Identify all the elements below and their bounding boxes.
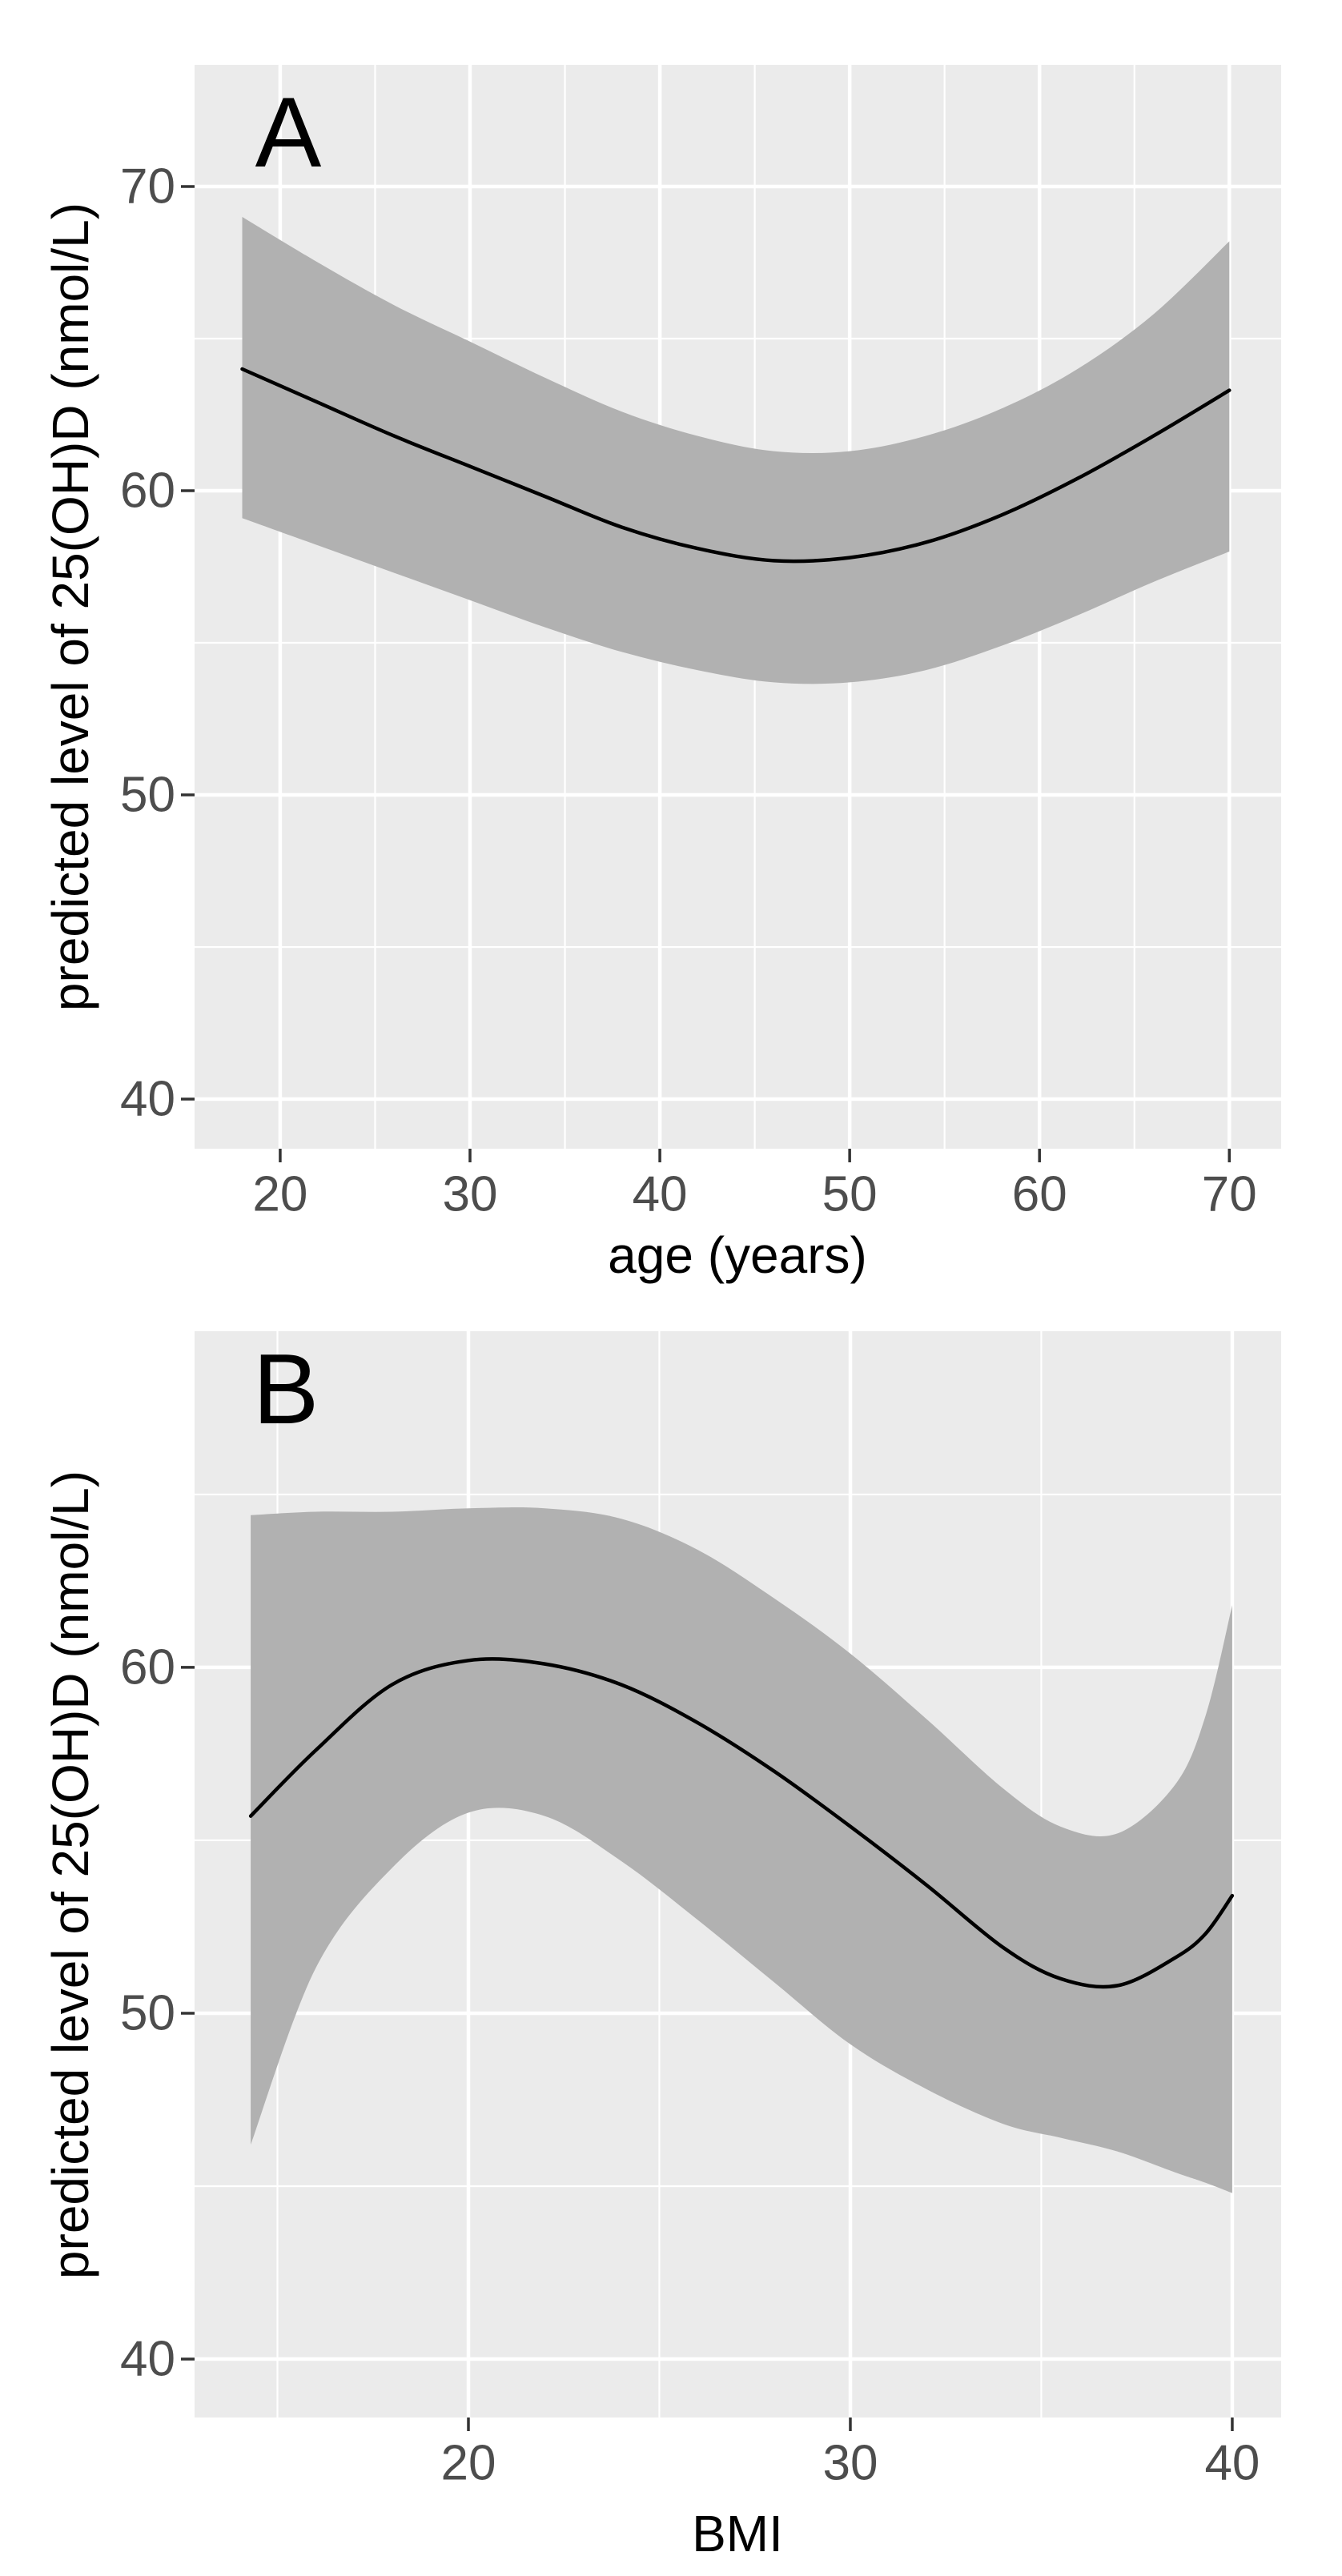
x-tick-label: 30 — [822, 2436, 878, 2491]
panel-b-confidence-ribbon — [251, 1507, 1232, 2193]
x-tick-label: 40 — [1204, 2436, 1260, 2491]
y-tick-label: 60 — [120, 463, 175, 519]
x-tick-label: 60 — [1012, 1167, 1067, 1222]
panel-b: 20 30 40 40 50 60 B BMI predicted level of 25… — [42, 1331, 1281, 2562]
panel-b-tick-labels: 20 30 40 40 50 60 — [120, 1639, 1260, 2490]
panel-a-label: A — [255, 78, 322, 188]
panel-b-tick-marks — [181, 1666, 1234, 2431]
panel-b-x-axis-title: BMI — [692, 2505, 783, 2562]
y-tick-label: 70 — [120, 159, 175, 215]
panel-a: 20 30 40 50 60 70 40 50 60 70 A age (years) predi… — [42, 65, 1281, 1284]
y-tick-label: 60 — [120, 1639, 175, 1695]
panel-a-smooth-line — [240, 367, 1232, 564]
panel-a-tick-labels: 20 30 40 50 60 70 40 50 60 70 — [120, 159, 1257, 1222]
panel-a-confidence-ribbon — [242, 217, 1230, 684]
y-tick-label: 50 — [120, 768, 175, 823]
panel-b-smooth-line — [248, 1657, 1235, 1989]
panel-b-label: B — [253, 1334, 319, 1445]
y-tick-label: 50 — [120, 1985, 175, 2040]
x-tick-label: 40 — [633, 1167, 688, 1222]
panel-a-tick-marks — [181, 185, 1232, 1162]
x-tick-label: 50 — [822, 1167, 878, 1222]
x-tick-label: 20 — [252, 1167, 307, 1222]
x-tick-label: 30 — [443, 1167, 498, 1222]
x-tick-label: 70 — [1202, 1167, 1257, 1222]
y-tick-label: 40 — [120, 1072, 175, 1127]
x-tick-label: 20 — [441, 2436, 496, 2491]
panel-b-y-axis-title: predicted level of 25(OH)D (nmol/L) — [42, 1471, 99, 2279]
panel-a-y-axis-title: predicted level of 25(OH)D (nmol/L) — [42, 203, 99, 1011]
y-tick-label: 40 — [120, 2331, 175, 2386]
panel-a-x-axis-title: age (years) — [608, 1226, 867, 1284]
